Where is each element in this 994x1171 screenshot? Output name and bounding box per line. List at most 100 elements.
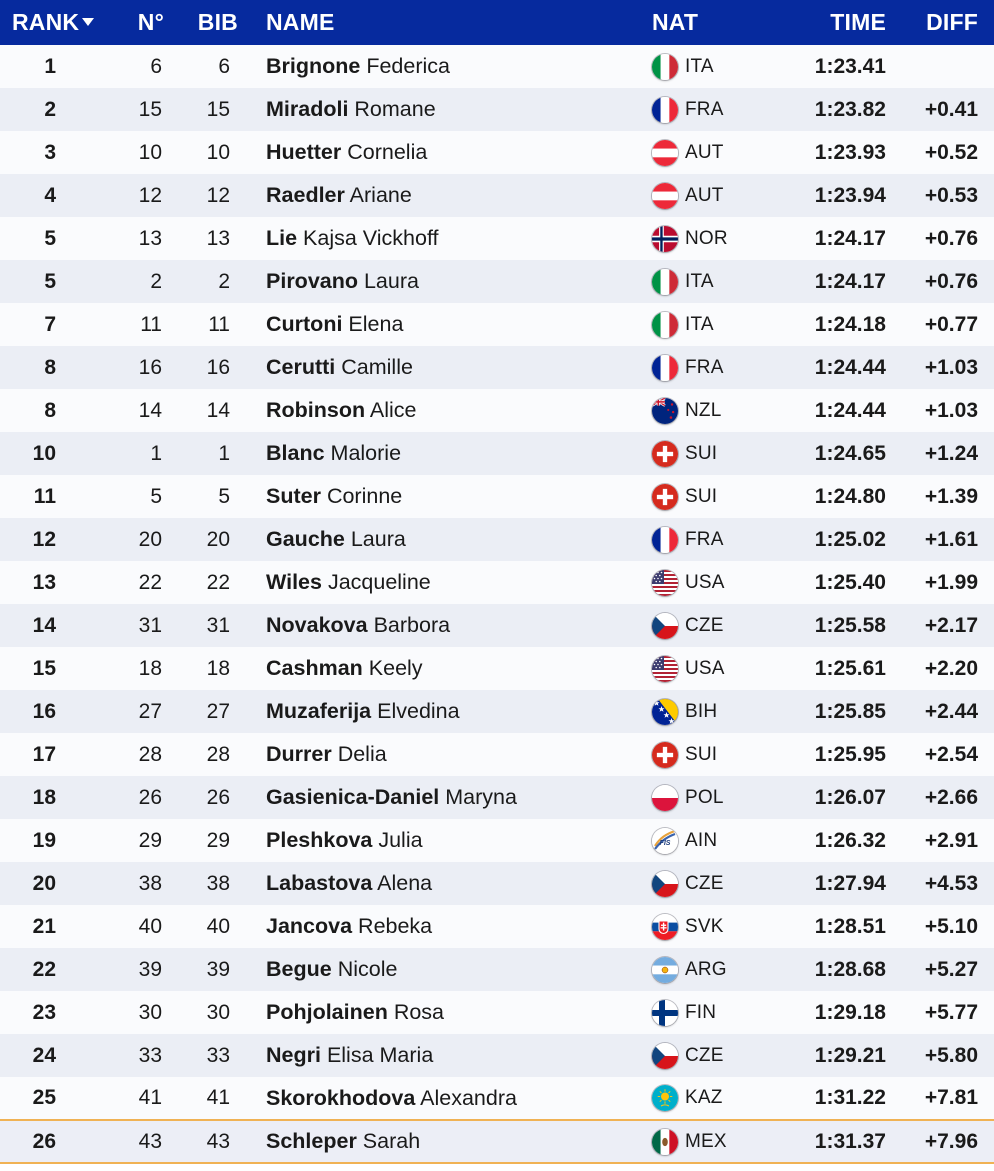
- cell-athlete-name[interactable]: Pleshkova Julia: [252, 819, 648, 862]
- cell-athlete-name[interactable]: Blanc Malorie: [252, 432, 648, 475]
- nation-code: CZE: [685, 614, 724, 636]
- cell-athlete-name[interactable]: Cashman Keely: [252, 647, 648, 690]
- cell-athlete-name[interactable]: Gauche Laura: [252, 518, 648, 561]
- cell-athlete-name[interactable]: Huetter Cornelia: [252, 131, 648, 174]
- table-row[interactable]: 8 14 14 Robinson Alice NZL 1:24.44 +1.03: [0, 389, 994, 432]
- cell-time: 1:23.93: [814, 140, 886, 164]
- column-header-name[interactable]: NAME: [266, 9, 335, 35]
- cell-athlete-name[interactable]: Suter Corinne: [252, 475, 648, 518]
- cell-time: 1:24.44: [814, 355, 886, 379]
- athlete-surname: Schleper: [266, 1129, 357, 1153]
- nation-code: NOR: [685, 227, 728, 249]
- table-row[interactable]: 11 5 5 Suter Corinne SUI 1:24.80 +1.39: [0, 475, 994, 518]
- table-row[interactable]: 13 22 22 Wiles Jacqueline USA 1:25.40 +1.99: [0, 561, 994, 604]
- nation-code: KAZ: [685, 1087, 723, 1108]
- cell-time: 1:24.17: [814, 226, 886, 250]
- cell-athlete-name[interactable]: Jancova Rebeka: [252, 905, 648, 948]
- table-row[interactable]: 3 10 10 Huetter Cornelia AUT 1:23.93 +0.52: [0, 131, 994, 174]
- athlete-surname: Huetter: [266, 140, 342, 164]
- cell-athlete-name[interactable]: Pirovano Laura: [252, 260, 648, 303]
- table-row[interactable]: 5 2 2 Pirovano Laura ITA 1:24.17 +0.76: [0, 260, 994, 303]
- cell-athlete-name[interactable]: Labastova Alena: [252, 862, 648, 905]
- table-row[interactable]: 7 11 11 Curtoni Elena ITA 1:24.18 +0.77: [0, 303, 994, 346]
- nation-wrapper: ITA: [652, 311, 782, 338]
- column-header-bib[interactable]: BIB: [197, 9, 238, 35]
- cell-athlete-name[interactable]: Miradoli Romane: [252, 88, 648, 131]
- table-row[interactable]: 24 33 33 Negri Elisa Maria CZE 1:29.21 +5.80: [0, 1034, 994, 1077]
- column-header-diff[interactable]: DIFF: [926, 9, 978, 35]
- cell-rank: 16: [32, 699, 56, 723]
- table-row[interactable]: 21 40 40 Jancova Rebeka SVK 1:28.51 +5.10: [0, 905, 994, 948]
- table-row[interactable]: 4 12 12 Raedler Ariane AUT 1:23.94 +0.53: [0, 174, 994, 217]
- table-row[interactable]: 12 20 20 Gauche Laura FRA 1:25.02 +1.61: [0, 518, 994, 561]
- table-row[interactable]: 10 1 1 Blanc Malorie SUI 1:24.65 +1.24: [0, 432, 994, 475]
- nation-code: AUT: [685, 184, 724, 206]
- cell-athlete-name[interactable]: Raedler Ariane: [252, 174, 648, 217]
- nation-wrapper: ARG: [652, 956, 782, 983]
- table-row[interactable]: 20 38 38 Labastova Alena CZE 1:27.94 +4.53: [0, 862, 994, 905]
- table-row[interactable]: 8 16 16 Cerutti Camille FRA 1:24.44 +1.03: [0, 346, 994, 389]
- table-row[interactable]: 14 31 31 Novakova Barbora CZE 1:25.58 +2.17: [0, 604, 994, 647]
- athlete-given-name: Maryna: [439, 785, 517, 809]
- cell-athlete-name[interactable]: Curtoni Elena: [252, 303, 648, 346]
- table-row[interactable]: 16 27 27 Muzaferija Elvedina BIH 1:25.85 +2.44: [0, 690, 994, 733]
- cell-nation: NZL: [648, 389, 782, 432]
- cell-athlete-name[interactable]: Pohjolainen Rosa: [252, 991, 648, 1034]
- nation-wrapper: USA: [652, 569, 782, 596]
- nation-code: USA: [685, 657, 725, 679]
- cell-athlete-name[interactable]: Begue Nicole: [252, 948, 648, 991]
- athlete-given-name: Elvedina: [371, 699, 460, 723]
- table-row[interactable]: 1 6 6 Brignone Federica ITA 1:23.41: [0, 45, 994, 88]
- column-header-nat[interactable]: NAT: [652, 9, 699, 35]
- cell-athlete-name[interactable]: Brignone Federica: [252, 45, 648, 88]
- table-row[interactable]: 5 13 13 Lie Kajsa Vickhoff NOR 1:24.17 +0.76: [0, 217, 994, 260]
- column-header-num[interactable]: N°: [137, 9, 164, 35]
- table-row[interactable]: 26 43 43 Schleper Sarah MEX 1:31.37 +7.96: [0, 1120, 994, 1163]
- nation-code: SUI: [685, 485, 718, 507]
- column-header-rank[interactable]: RANK: [0, 0, 100, 45]
- cell-athlete-name[interactable]: Lie Kajsa Vickhoff: [252, 217, 648, 260]
- athlete-surname: Jancova: [266, 914, 353, 938]
- table-row[interactable]: 2 15 15 Miradoli Romane FRA 1:23.82 +0.41: [0, 88, 994, 131]
- cell-bib: 5: [218, 484, 230, 508]
- athlete-surname: Pohjolainen: [266, 1000, 388, 1024]
- athlete-given-name: Julia: [372, 828, 423, 852]
- cell-bib: 1: [218, 441, 230, 465]
- athlete-surname: Pirovano: [266, 269, 358, 293]
- nation-wrapper: CZE: [652, 612, 782, 639]
- cell-diff: +1.03: [924, 398, 978, 422]
- cell-diff: +0.53: [924, 183, 978, 207]
- athlete-surname: Curtoni: [266, 312, 343, 336]
- cell-athlete-name[interactable]: Negri Elisa Maria: [252, 1034, 648, 1077]
- flag-usa-icon: [652, 569, 678, 596]
- cell-num: 30: [138, 1000, 162, 1024]
- table-row[interactable]: 15 18 18 Cashman Keely USA 1:25.61 +2.20: [0, 647, 994, 690]
- table-row[interactable]: 25 41 41 Skorokhodova Alexandra KAZ 1:31.22 +7…: [0, 1077, 994, 1120]
- cell-athlete-name[interactable]: Muzaferija Elvedina: [252, 690, 648, 733]
- nation-wrapper: MEX: [652, 1128, 782, 1155]
- cell-athlete-name[interactable]: Cerutti Camille: [252, 346, 648, 389]
- cell-athlete-name[interactable]: Durrer Delia: [252, 733, 648, 776]
- table-row[interactable]: 19 29 29 Pleshkova Julia FIS AIN 1:26.32 +2.91: [0, 819, 994, 862]
- cell-athlete-name[interactable]: Schleper Sarah: [252, 1120, 648, 1163]
- athlete-surname: Lie: [266, 226, 298, 250]
- nation-wrapper: SUI: [652, 483, 782, 510]
- cell-bib: 12: [206, 183, 230, 207]
- cell-athlete-name[interactable]: Gasienica-Daniel Maryna: [252, 776, 648, 819]
- cell-diff: +1.61: [924, 527, 978, 551]
- cell-diff: +5.80: [924, 1043, 978, 1067]
- cell-rank: 4: [44, 183, 56, 207]
- cell-athlete-name[interactable]: Robinson Alice: [252, 389, 648, 432]
- cell-bib: 38: [206, 871, 230, 895]
- column-header-time[interactable]: TIME: [830, 9, 886, 35]
- caret-down-icon[interactable]: [82, 18, 95, 26]
- table-row[interactable]: 23 30 30 Pohjolainen Rosa FIN 1:29.18 +5.77: [0, 991, 994, 1034]
- cell-athlete-name[interactable]: Skorokhodova Alexandra: [252, 1077, 648, 1120]
- cell-rank: 20: [32, 871, 56, 895]
- table-row[interactable]: 17 28 28 Durrer Delia SUI 1:25.95 +2.54: [0, 733, 994, 776]
- cell-time: 1:27.94: [814, 871, 886, 895]
- cell-athlete-name[interactable]: Novakova Barbora: [252, 604, 648, 647]
- table-row[interactable]: 18 26 26 Gasienica-Daniel Maryna POL 1:26.07 +…: [0, 776, 994, 819]
- cell-athlete-name[interactable]: Wiles Jacqueline: [252, 561, 648, 604]
- table-row[interactable]: 22 39 39 Begue Nicole ARG 1:28.68 +5.27: [0, 948, 994, 991]
